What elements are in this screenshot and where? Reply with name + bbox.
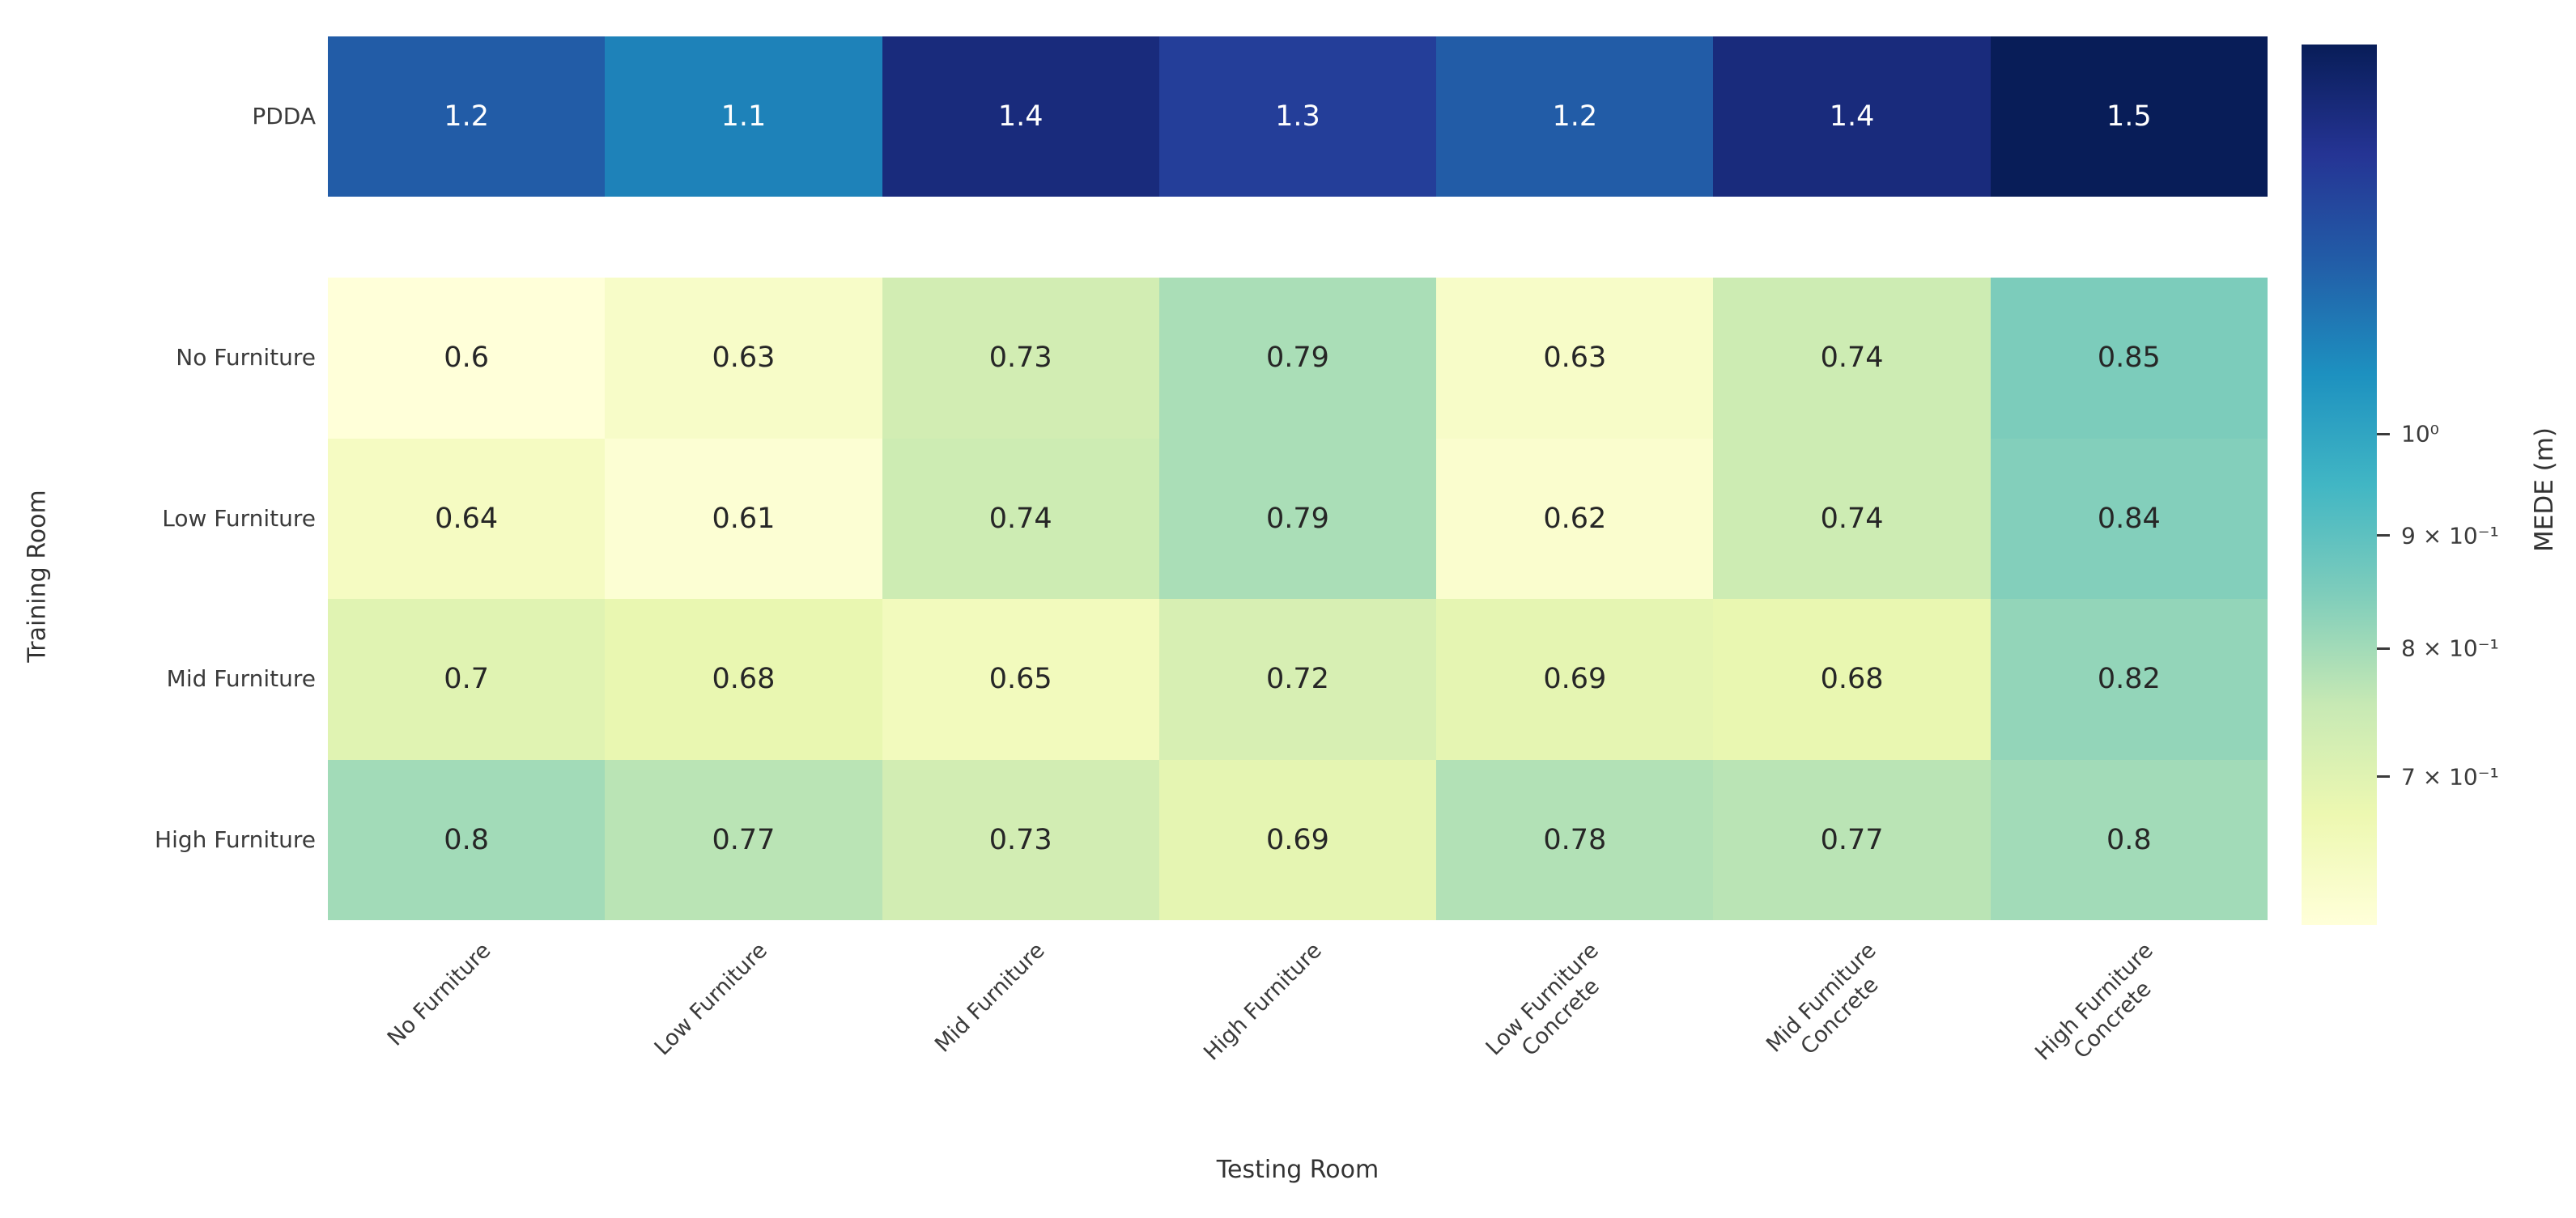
x-tick-label-6: High Furniture Concrete bbox=[2030, 938, 2158, 1066]
colorbar-tick-label-0: 10⁰ bbox=[2401, 420, 2439, 448]
heatmap-cell: 0.74 bbox=[1713, 438, 1991, 599]
heatmap-cell: 0.8 bbox=[328, 759, 606, 920]
y-tick-label-1: Low Furniture bbox=[162, 504, 316, 532]
heatmap-cell: 0.6 bbox=[328, 278, 606, 439]
x-tick-label-3: High Furniture bbox=[1199, 938, 1327, 1066]
heatmap-cell: 0.78 bbox=[1436, 759, 1714, 920]
heatmap-cell: 0.84 bbox=[1990, 438, 2268, 599]
y-tick-label-3: High Furniture bbox=[155, 825, 316, 853]
colorbar-tick-mark bbox=[2377, 534, 2390, 537]
x-tick-label-5: Mid Furniture Concrete bbox=[1761, 938, 1884, 1060]
heatmap-cell: 0.68 bbox=[1713, 599, 1991, 760]
heatmap-cell: 0.7 bbox=[328, 599, 606, 760]
heatmap-cell: 0.69 bbox=[1436, 599, 1714, 760]
heatmap-cell: 1.4 bbox=[882, 36, 1159, 197]
heatmap-cell: 0.73 bbox=[882, 278, 1159, 439]
heatmap-cell: 0.69 bbox=[1158, 759, 1437, 920]
heatmap-cell: 0.72 bbox=[1158, 599, 1437, 760]
y-tick-label-2: Mid Furniture bbox=[166, 665, 316, 693]
heatmap-cell: 0.73 bbox=[882, 759, 1159, 920]
x-tick-label-2: Mid Furniture bbox=[930, 938, 1050, 1058]
heatmap-cell: 0.77 bbox=[1713, 759, 1991, 920]
x-tick-label-1: Low Furniture bbox=[650, 938, 773, 1061]
main-heatmap: 0.6 0.63 0.73 0.79 0.63 0.74 0.85 0.64 0.61 0.74 0… bbox=[328, 278, 2268, 920]
heatmap-cell: 0.68 bbox=[605, 599, 882, 760]
pdda-heatmap: 1.2 1.1 1.4 1.3 1.2 1.4 1.5 bbox=[328, 36, 2268, 197]
colorbar-tick-label-2: 8 × 10⁻¹ bbox=[2401, 634, 2499, 662]
heatmap-cell: 1.3 bbox=[1158, 36, 1437, 197]
heatmap-cell: 0.79 bbox=[1158, 278, 1437, 439]
heatmap-cell: 0.65 bbox=[882, 599, 1159, 760]
heatmap-cell: 0.8 bbox=[1990, 759, 2268, 920]
heatmap-cell: 0.64 bbox=[328, 438, 606, 599]
heatmap-cell: 0.63 bbox=[605, 278, 882, 439]
heatmap-cell: 1.2 bbox=[1436, 36, 1714, 197]
heatmap-cell: 0.61 bbox=[605, 438, 882, 599]
heatmap-cell: 0.63 bbox=[1436, 278, 1714, 439]
heatmap-cell: 1.2 bbox=[328, 36, 606, 197]
colorbar-tick-label-1: 9 × 10⁻¹ bbox=[2401, 522, 2499, 550]
heatmap-cell: 1.5 bbox=[1990, 36, 2268, 197]
heatmap-cell: 0.62 bbox=[1436, 438, 1714, 599]
colorbar-tick-mark bbox=[2377, 647, 2390, 650]
x-axis-title: Testing Room bbox=[1216, 1156, 1379, 1184]
heatmap-cell: 0.77 bbox=[605, 759, 882, 920]
x-tick-label-4: Low Furniture Concrete bbox=[1481, 938, 1605, 1062]
heatmap-cell: 0.85 bbox=[1990, 278, 2268, 439]
colorbar bbox=[2302, 45, 2377, 925]
y-tick-label-pdda: PDDA bbox=[252, 103, 316, 129]
heatmap-cell: 0.82 bbox=[1990, 599, 2268, 760]
heatmap-cell: 0.79 bbox=[1158, 438, 1437, 599]
heatmap-cell: 0.74 bbox=[882, 438, 1159, 599]
colorbar-tick-label-3: 7 × 10⁻¹ bbox=[2401, 763, 2499, 791]
x-tick-label-0: No Furniture bbox=[382, 938, 496, 1051]
colorbar-tick-mark bbox=[2377, 432, 2390, 435]
colorbar-label: MEDE (m) bbox=[2530, 427, 2559, 553]
heatmap-cell: 1.1 bbox=[605, 36, 882, 197]
heatmap-cell: 0.74 bbox=[1713, 278, 1991, 439]
heatmap-cell: 1.4 bbox=[1713, 36, 1991, 197]
y-tick-label-0: No Furniture bbox=[176, 344, 316, 371]
colorbar-tick-mark bbox=[2377, 775, 2390, 779]
